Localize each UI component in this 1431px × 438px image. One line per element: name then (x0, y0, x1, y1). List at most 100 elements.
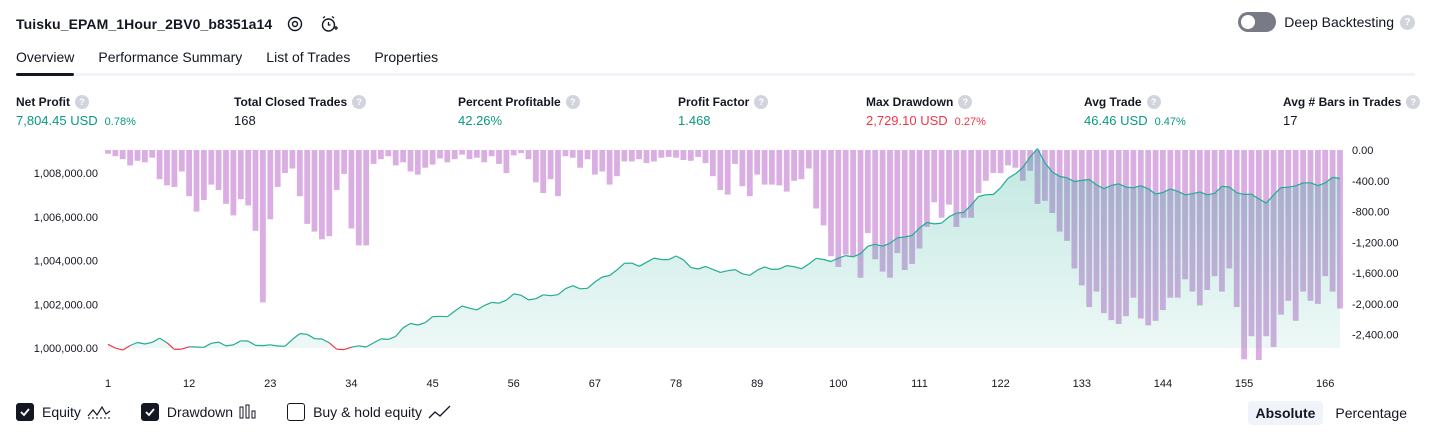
drawdown-bar (960, 150, 967, 218)
drawdown-bar (990, 150, 997, 174)
deep-backtesting-toggle[interactable] (1238, 12, 1277, 32)
settings-icon[interactable] (284, 13, 306, 35)
right-axis-tick: -2,400.00 (1352, 330, 1398, 342)
equity-line-segment (1029, 148, 1038, 158)
equity-line-segment (698, 265, 706, 270)
drawdown-bar (407, 150, 414, 172)
drawdown-bar (776, 150, 783, 186)
equity-drawdown-chart[interactable]: 1,008,000.00 1,006,000.00 1,004,000.00 1,00… (0, 140, 1431, 395)
chart-legend: Equity Drawdown Buy & hold equity (16, 403, 482, 421)
report-tabs: Overview Performance Summary List of Tra… (16, 44, 1415, 76)
drawdown-bar (392, 150, 399, 166)
equity-line-segment (749, 269, 758, 276)
percentage-mode-button[interactable]: Percentage (1335, 405, 1407, 421)
drawdown-bar (304, 150, 311, 224)
drawdown-bar (805, 150, 812, 169)
metric-percent: 0.27% (954, 116, 986, 128)
drawdown-bar (783, 150, 790, 192)
drawdown-bar (997, 150, 1004, 174)
right-axis-tick: 0.00 (1352, 145, 1373, 157)
tab-properties[interactable]: Properties (374, 49, 439, 65)
drawdown-bar (636, 150, 642, 160)
drawdown-bar (370, 150, 377, 164)
equity-line-segment (970, 196, 979, 206)
help-icon[interactable]: ? (754, 95, 769, 109)
left-axis: 1,008,000.00 1,006,000.00 1,004,000.00 1,00… (34, 168, 98, 355)
right-axis-tick: -800.00 (1352, 207, 1389, 219)
buy-hold-checkbox[interactable] (287, 403, 306, 421)
drawdown-bar (296, 150, 303, 197)
drawdown-bar (924, 150, 930, 227)
equity-line-segment (306, 333, 315, 340)
equity-fill (108, 148, 1340, 348)
add-alert-icon[interactable] (318, 13, 340, 35)
drawdown-bar (326, 150, 333, 237)
tab-overview[interactable]: Overview (16, 44, 75, 76)
equity-line-segment (454, 305, 463, 312)
equity-line-segment (1059, 175, 1068, 179)
absolute-mode-button[interactable]: Absolute (1247, 401, 1324, 425)
help-icon[interactable]: ? (565, 95, 580, 109)
equity-line-segment (889, 237, 898, 244)
equity-line-segment (321, 338, 330, 344)
drawdown-bar (341, 150, 347, 174)
drawdown-bar (673, 150, 679, 158)
equity-line-segment (1258, 198, 1267, 204)
equity-line-segment (203, 342, 212, 348)
equity-line-segment (1207, 192, 1215, 196)
equity-line-segment (351, 345, 359, 348)
equity-line-segment (1088, 179, 1097, 186)
x-axis-tick: 45 (426, 378, 438, 390)
equity-line-segment (557, 288, 566, 296)
drawdown-bar (245, 150, 252, 206)
help-icon[interactable]: ? (1400, 14, 1415, 30)
drawdown-bar (444, 150, 451, 163)
legend-drawdown[interactable]: Drawdown (140, 403, 257, 421)
drawdown-bar (503, 150, 510, 174)
tab-list-of-trades[interactable]: List of Trades (266, 49, 351, 65)
drawdown-bar (127, 150, 133, 166)
equity-line-segment (506, 293, 515, 301)
legend-buy-hold[interactable]: Buy & hold equity (287, 403, 452, 421)
equity-checkbox[interactable] (16, 403, 34, 421)
metric-net-profit: Net Profit? 7,804.45 USD 0.78% (16, 94, 136, 128)
metric-profit-factor: Profit Factor? 1.468 (678, 94, 769, 128)
drawdown-bar (953, 150, 960, 227)
left-axis-tick: 1,004,000.00 (34, 256, 98, 268)
drawdown-bar (628, 150, 635, 162)
help-icon[interactable]: ? (958, 95, 973, 109)
equity-line-segment (225, 344, 234, 347)
help-icon[interactable]: ? (1406, 95, 1421, 109)
drawdown-bar (724, 150, 731, 195)
drawdown-bar (717, 150, 724, 190)
tab-performance-summary[interactable]: Performance Summary (98, 49, 243, 65)
help-icon[interactable]: ? (75, 95, 89, 109)
drawdown-bar (614, 150, 620, 177)
metric-max-drawdown: Max Drawdown? 2,729.10 USD 0.27% (866, 94, 986, 128)
equity-line-segment (934, 222, 942, 225)
equity-line-segment (513, 293, 522, 296)
drawdown-bar (186, 150, 192, 197)
left-axis-tick: 1,006,000.00 (34, 212, 98, 224)
help-icon[interactable]: ? (352, 95, 367, 109)
help-icon[interactable]: ? (1146, 95, 1161, 109)
drawdown-bar (710, 150, 716, 177)
equity-line-segment (793, 266, 802, 270)
drawdown-bar (459, 150, 465, 155)
equity-line-segment (1192, 191, 1200, 195)
drawdown-bar (901, 150, 908, 270)
drawdown-bar (746, 150, 753, 197)
drawdown-checkbox[interactable] (140, 403, 159, 421)
legend-equity[interactable]: Equity (16, 403, 111, 421)
metric-label: Percent Profitable (458, 95, 561, 109)
metric-percent: 0.78% (104, 116, 136, 128)
drawdown-bar (451, 150, 458, 160)
drawdown-bar (584, 150, 591, 160)
equity-line-segment (1221, 185, 1230, 188)
metric-label: Net Profit (16, 95, 70, 109)
drawdown-bar (798, 150, 805, 180)
strategy-title: Tuisku_EPAM_1Hour_2BV0_b8351a14 (16, 16, 273, 32)
metric-value: 7,804.45 USD (16, 113, 98, 128)
equity-line-segment (956, 211, 964, 214)
equity-line-segment (690, 266, 699, 270)
